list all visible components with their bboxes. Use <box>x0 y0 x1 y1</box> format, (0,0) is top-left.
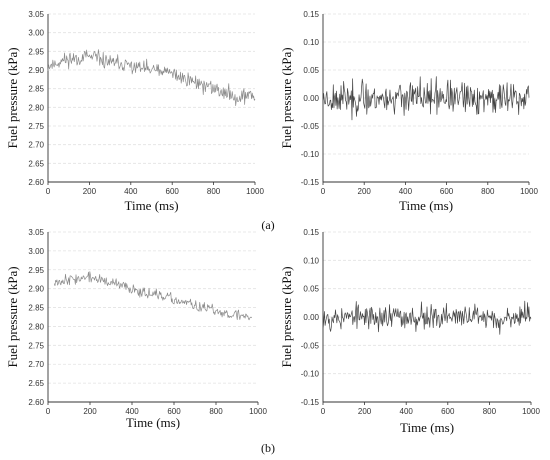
x-tick-label: 400 <box>399 187 413 196</box>
panel-label-a: (a) <box>261 218 274 232</box>
x-tick-label: 600 <box>167 407 181 416</box>
y-tick-label: 3.05 <box>28 10 44 19</box>
y-tick-label: 2.70 <box>28 360 44 369</box>
y-tick-label: 2.95 <box>28 47 44 56</box>
x-tick-label: 400 <box>124 187 138 196</box>
y-tick-label: 2.85 <box>28 85 44 94</box>
x-tick-label: 400 <box>125 407 139 416</box>
y-tick-label: 2.95 <box>28 266 44 275</box>
x-tick-label: 800 <box>207 187 221 196</box>
chart-a_right: 0.15 0.10 0.05 0.00 -0.05 -0.10 -0.150 200 400 60… <box>279 10 538 213</box>
x-tick-label: 600 <box>440 187 454 196</box>
series-line <box>47 49 256 107</box>
chart-b_right: 0.15 0.10 0.05 0.00 -0.05 -0.10 -0.150 200 400 60… <box>279 228 540 435</box>
x-tick-label: 0 <box>321 407 326 416</box>
y-tick-label: 3.05 <box>28 228 44 237</box>
x-tick-label: 1000 <box>249 407 267 416</box>
y-tick-label: 0.10 <box>303 256 319 265</box>
y-tick-label: 0.05 <box>303 285 319 294</box>
chart-a_left: 3.05 3.00 2.95 2.90 2.85 2.80 2.75 2.70 2.65 2.60… <box>5 10 264 213</box>
x-tick-label: 1000 <box>522 407 540 416</box>
x-tick-label: 600 <box>441 407 455 416</box>
x-tick-label: 600 <box>166 187 180 196</box>
y-tick-label: -0.05 <box>301 122 320 131</box>
y-axis-title: Fuel pressure (kPa) <box>5 47 20 148</box>
x-tick-label: 800 <box>483 407 497 416</box>
y-tick-label: 0.00 <box>303 313 319 322</box>
y-tick-label: 0.10 <box>303 38 319 47</box>
x-axis-title: Time (ms) <box>124 198 178 213</box>
x-tick-label: 800 <box>209 407 223 416</box>
y-axis-title: Fuel pressure (kPa) <box>5 266 20 367</box>
x-tick-label: 1000 <box>520 187 538 196</box>
y-tick-label: 2.65 <box>28 159 44 168</box>
panel-label-b: (b) <box>261 441 275 455</box>
y-tick-label: 2.80 <box>28 322 44 331</box>
x-axis-title: Time (ms) <box>400 420 454 435</box>
x-tick-label: 1000 <box>246 187 264 196</box>
y-tick-label: 2.80 <box>28 103 44 112</box>
x-axis-title: Time (ms) <box>399 198 453 213</box>
y-tick-label: 2.75 <box>28 122 44 131</box>
x-axis-title: Time (ms) <box>126 415 180 430</box>
series-line <box>53 271 252 321</box>
x-tick-label: 0 <box>321 187 326 196</box>
y-tick-label: 3.00 <box>28 247 44 256</box>
y-tick-label: 2.60 <box>28 398 44 407</box>
y-tick-label: 2.90 <box>28 285 44 294</box>
y-tick-label: 2.65 <box>28 379 44 388</box>
series-line <box>322 300 532 335</box>
y-tick-label: 3.00 <box>28 29 44 38</box>
y-tick-label: 0.15 <box>303 10 319 19</box>
x-tick-label: 200 <box>358 407 372 416</box>
y-tick-label: -0.15 <box>301 398 320 407</box>
x-tick-label: 800 <box>481 187 495 196</box>
y-axis-title: Fuel pressure (kPa) <box>279 47 294 148</box>
y-tick-label: 2.75 <box>28 341 44 350</box>
x-tick-label: 200 <box>83 407 97 416</box>
y-tick-label: 0.05 <box>303 66 319 75</box>
series-line <box>322 76 530 121</box>
y-axis-title: Fuel pressure (kPa) <box>279 266 294 367</box>
x-tick-label: 200 <box>358 187 372 196</box>
y-tick-label: 2.70 <box>28 141 44 150</box>
y-tick-label: 0.00 <box>303 94 319 103</box>
y-tick-label: -0.05 <box>301 341 320 350</box>
y-tick-label: 2.85 <box>28 304 44 313</box>
y-tick-label: -0.15 <box>301 178 320 187</box>
y-tick-label: 2.90 <box>28 66 44 75</box>
x-tick-label: 0 <box>46 407 51 416</box>
x-tick-label: 0 <box>46 187 51 196</box>
y-tick-label: -0.10 <box>301 370 320 379</box>
x-tick-label: 400 <box>400 407 414 416</box>
y-tick-label: 0.15 <box>303 228 319 237</box>
y-tick-label: 2.60 <box>28 178 44 187</box>
x-tick-label: 200 <box>83 187 97 196</box>
chart-b_left: 3.05 3.00 2.95 2.90 2.85 2.80 2.75 2.70 2.65 2.60… <box>5 228 267 430</box>
y-tick-label: -0.10 <box>301 150 320 159</box>
